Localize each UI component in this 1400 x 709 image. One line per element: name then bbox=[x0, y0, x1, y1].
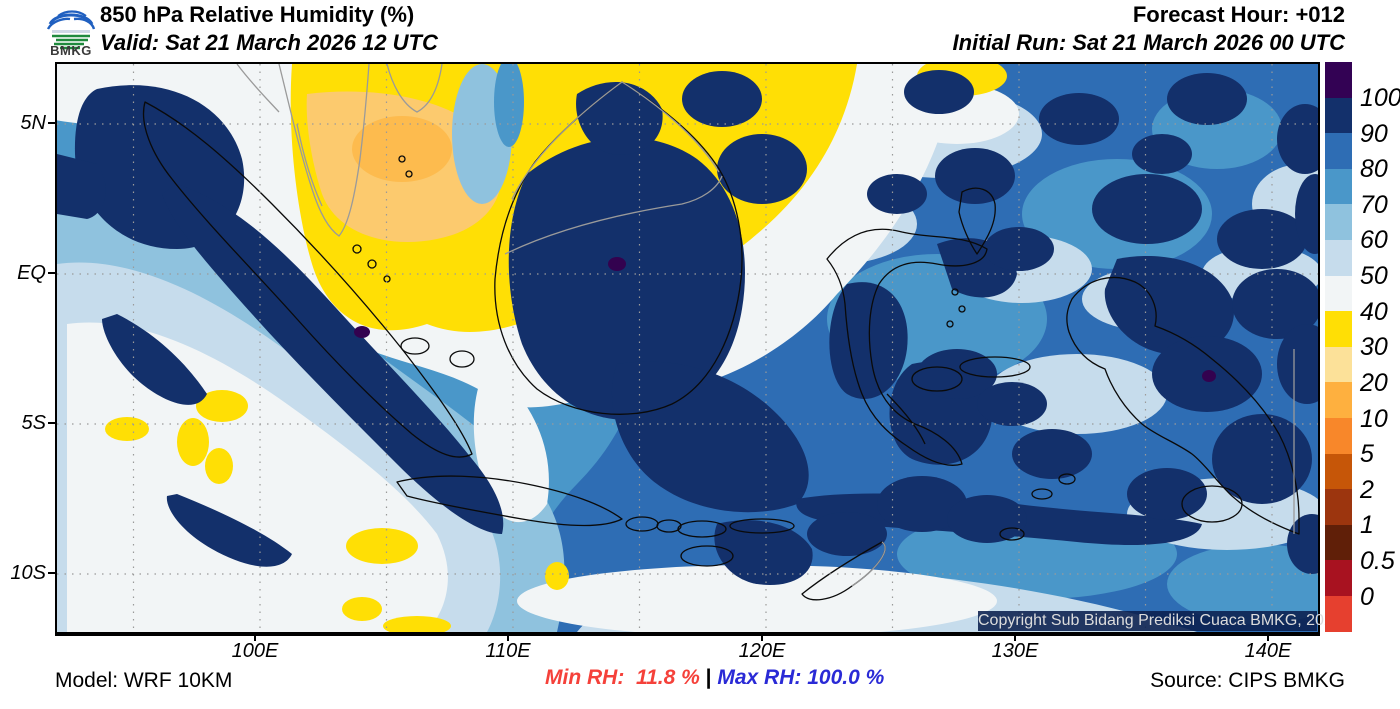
colorbar-label-100: 100 bbox=[1360, 84, 1400, 112]
lat-label-5s: 5S bbox=[21, 412, 46, 434]
lat-tick bbox=[48, 122, 55, 124]
colorbar-label-30: 30 bbox=[1360, 333, 1388, 361]
lon-label-130e: 130E bbox=[991, 640, 1039, 662]
colorbar-block bbox=[1325, 204, 1352, 240]
colorbar-block bbox=[1325, 275, 1352, 312]
coastlines-foreign-gray bbox=[236, 64, 1295, 587]
lat-tick bbox=[48, 272, 55, 274]
title-block: 850 hPa Relative Humidity (%) Valid: Sat… bbox=[100, 1, 438, 56]
lat-label-5n: 5N bbox=[20, 112, 46, 134]
colorbar-block bbox=[1325, 524, 1352, 561]
forecast-hour-label: Forecast Hour: +012 bbox=[1132, 2, 1345, 27]
colorbar-label-0p5: 0.5 bbox=[1360, 547, 1395, 575]
colorbar-block bbox=[1325, 62, 1352, 98]
colorbar-label-90: 90 bbox=[1360, 120, 1388, 148]
lon-label-140e: 140E bbox=[1244, 640, 1292, 662]
colorbar-block bbox=[1325, 453, 1352, 490]
lat-label-eq: EQ bbox=[17, 262, 46, 284]
colorbar-label-50: 50 bbox=[1360, 262, 1388, 290]
minmax-separator: | bbox=[699, 666, 718, 689]
lat-tick bbox=[48, 422, 55, 424]
moist-cells-navy bbox=[57, 70, 1318, 585]
lat-tick bbox=[48, 572, 55, 574]
lon-label-120e: 120E bbox=[738, 640, 786, 662]
colorbar-block bbox=[1325, 489, 1352, 525]
colorbar-block bbox=[1325, 346, 1352, 383]
colorbar-block bbox=[1325, 133, 1352, 169]
colorbar-label-80: 80 bbox=[1360, 155, 1388, 183]
colorbar-label-40: 40 bbox=[1360, 298, 1388, 326]
map-canvas bbox=[57, 64, 1318, 632]
bmkg-logo bbox=[46, 10, 96, 50]
lon-tick bbox=[761, 634, 763, 641]
copyright-text: Copyright Sub Bidang Prediksi Cuaca BMKG… bbox=[978, 612, 1342, 629]
minmax-block: Min RH: 11.8 % | Max RH: 100.0 % bbox=[545, 666, 884, 690]
colorbar-block bbox=[1325, 560, 1352, 596]
colorbar-label-5: 5 bbox=[1360, 440, 1374, 468]
valid-time-label: Valid: Sat 21 March 2026 12 UTC bbox=[100, 30, 438, 55]
colorbar-block bbox=[1325, 168, 1352, 205]
max-rh-value: Max RH: 100.0 % bbox=[717, 666, 885, 689]
copyright-bar: Copyright Sub Bidang Prediksi Cuaca BMKG… bbox=[978, 611, 1342, 631]
colorbar-block bbox=[1325, 417, 1352, 454]
colorbar-block bbox=[1325, 382, 1352, 418]
lon-tick bbox=[1014, 634, 1016, 641]
page-title: 850 hPa Relative Humidity (%) bbox=[100, 2, 415, 27]
source-label: Source: CIPS BMKG bbox=[1150, 669, 1345, 692]
model-label: Model: WRF 10KM bbox=[55, 669, 233, 692]
colorbar-label-10: 10 bbox=[1360, 405, 1388, 433]
lon-tick bbox=[507, 634, 509, 641]
run-info-block: Forecast Hour: +012 Initial Run: Sat 21 … bbox=[953, 1, 1345, 56]
colorbar-label-2: 2 bbox=[1360, 476, 1374, 504]
lon-tick bbox=[1267, 634, 1269, 641]
lat-label-10s: 10S bbox=[10, 562, 46, 584]
lon-label-110e: 110E bbox=[485, 640, 531, 662]
lon-tick bbox=[254, 634, 256, 641]
colorbar-label-70: 70 bbox=[1360, 191, 1388, 219]
colorbar-label-20: 20 bbox=[1360, 369, 1388, 397]
lon-label-100e: 100E bbox=[231, 640, 279, 662]
colorbar-label-60: 60 bbox=[1360, 226, 1388, 254]
colorbar-block bbox=[1325, 311, 1352, 347]
colorbar-block bbox=[1325, 97, 1352, 134]
initial-run-label: Initial Run: Sat 21 March 2026 00 UTC bbox=[952, 30, 1345, 55]
colorbar-label-0: 0 bbox=[1360, 583, 1374, 611]
gridlines bbox=[57, 64, 1318, 632]
colorbar-label-1: 1 bbox=[1360, 511, 1374, 539]
saturated-purple-specks bbox=[354, 257, 1216, 382]
colorbar-block bbox=[1325, 595, 1352, 632]
colorbar-block bbox=[1325, 239, 1352, 276]
map-frame bbox=[55, 62, 1320, 636]
min-rh-value: Min RH: 11.8 % bbox=[545, 666, 700, 689]
colorbar bbox=[1325, 62, 1352, 632]
dry-pockets-southwest bbox=[105, 390, 569, 632]
bmkg-logo-label: BMKG bbox=[50, 43, 92, 58]
